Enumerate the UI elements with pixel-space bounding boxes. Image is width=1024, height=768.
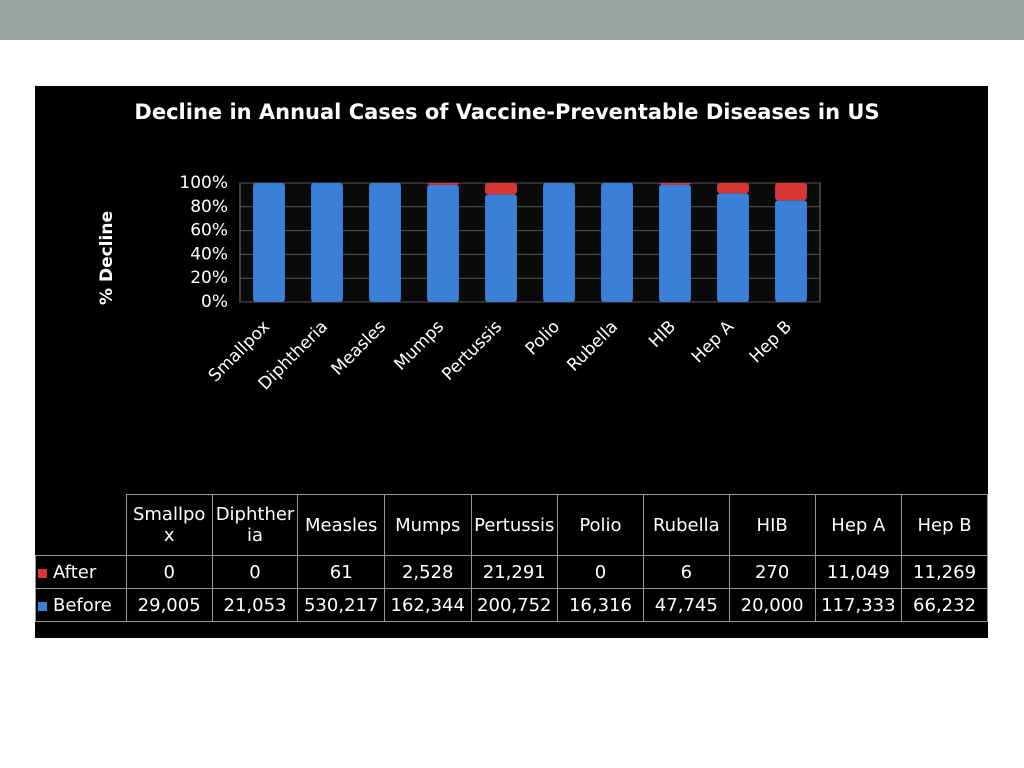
table-row: After 0 0 61 2,528 21,291 0 6 270 11,049 11,269 [35, 555, 988, 589]
table-value: 2,528 [383, 555, 472, 589]
bar-segment [775, 183, 807, 201]
table-value: 21,053 [211, 588, 299, 622]
table-value: 20,000 [728, 588, 816, 622]
y-tick-label: 60% [190, 221, 228, 241]
table-row: Smallpox Diphtheria Measles Mumps Pertussis P… [36, 494, 988, 556]
legend-label: Before [53, 594, 112, 616]
column-header: Hep B [901, 494, 988, 556]
table-value: 530,217 [297, 588, 385, 622]
bar-segment [427, 183, 459, 185]
bar-segment [427, 184, 459, 302]
legend-label: After [53, 561, 97, 583]
column-header: Polio [557, 494, 644, 556]
bar-segment [659, 183, 691, 185]
table-value: 0 [557, 555, 644, 589]
column-header: Hep A [814, 494, 903, 556]
table-value: 270 [728, 555, 816, 589]
table-value: 117,333 [814, 588, 903, 622]
legend-swatch [38, 601, 47, 611]
column-header: Rubella [642, 494, 730, 556]
y-tick-label: 20% [190, 268, 228, 288]
column-header: HIB [728, 494, 816, 556]
chart-title: Decline in Annual Cases of Vaccine-Preve… [134, 100, 879, 124]
chart-panel: Decline in Annual Cases of Vaccine-Preve… [35, 86, 988, 638]
table-value: 29,005 [125, 588, 213, 622]
bar-segment [253, 183, 285, 302]
x-tick-label: Hep B [746, 317, 796, 367]
x-tick-label: Mumps [390, 317, 448, 375]
bar-segment [485, 183, 517, 195]
column-header: Pertussis [470, 494, 559, 556]
y-tick-label: 80% [190, 197, 228, 217]
bar-segment [717, 183, 749, 194]
column-header: Smallpox [125, 494, 213, 556]
table-value: 66,232 [901, 588, 988, 622]
y-tick-label: 0% [201, 292, 228, 312]
bar-segment [485, 194, 517, 302]
x-tick-label: Hep A [688, 317, 739, 368]
x-tick-label: Rubella [563, 317, 622, 376]
table-row: Before 29,005 21,053 530,217 162,344 200,752 1… [35, 588, 988, 622]
bar-segment [659, 184, 691, 302]
legend-entry: After [35, 555, 127, 589]
table-value: 0 [125, 555, 213, 589]
column-header: Diphtheria [211, 494, 299, 556]
bar-segment [311, 183, 343, 302]
table-value: 200,752 [470, 588, 559, 622]
table-value: 0 [211, 555, 299, 589]
bar-segment [369, 183, 401, 302]
table-value: 47,745 [642, 588, 730, 622]
x-tick-label: HIB [645, 317, 680, 352]
table-value: 16,316 [557, 588, 644, 622]
y-tick-label: 40% [190, 244, 228, 264]
table-corner [36, 495, 127, 556]
table-value: 61 [297, 555, 385, 589]
y-axis-label: % Decline [97, 211, 117, 305]
header-bar [0, 0, 1024, 40]
column-header: Measles [297, 494, 385, 556]
bar-segment [775, 200, 807, 302]
table-value: 6 [642, 555, 730, 589]
x-tick-label: Measles [328, 317, 391, 380]
bar-segment [543, 183, 575, 302]
legend-entry: Before [35, 588, 127, 622]
x-tick-label: Pertussis [438, 317, 506, 385]
bar-segment [717, 193, 749, 302]
table-value: 11,269 [901, 555, 988, 589]
column-header: Mumps [383, 494, 472, 556]
table-value: 21,291 [470, 555, 559, 589]
y-tick-label: 100% [179, 173, 228, 193]
bar-segment [601, 183, 633, 302]
table-value: 162,344 [383, 588, 472, 622]
data-table: Smallpox Diphtheria Measles Mumps Pertussis P… [35, 494, 988, 622]
legend-swatch [38, 568, 47, 578]
chart: Decline in Annual Cases of Vaccine-Preve… [97, 100, 880, 394]
x-tick-label: Polio [522, 317, 564, 359]
table-value: 11,049 [814, 555, 903, 589]
